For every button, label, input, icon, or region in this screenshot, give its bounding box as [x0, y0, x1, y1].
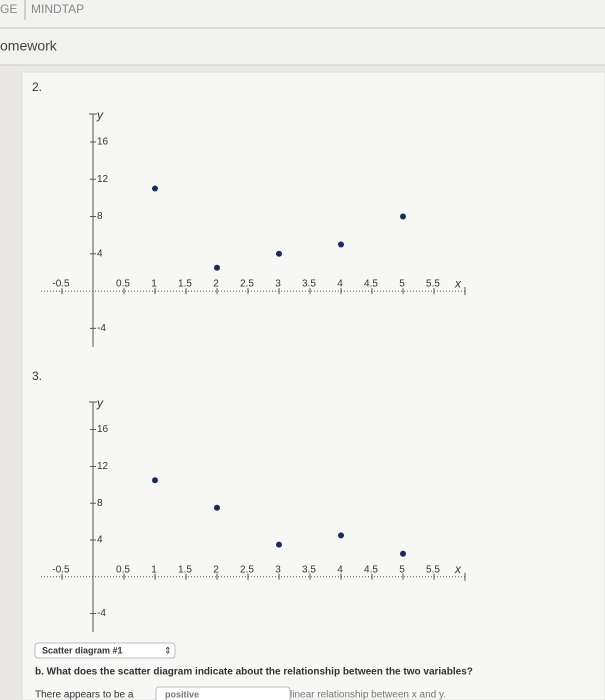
- question-number: 2.: [32, 80, 42, 94]
- point: [214, 264, 220, 271]
- question-number: 3.: [32, 369, 42, 383]
- question-text: b. What does the scatter diagram indicat…: [35, 667, 473, 678]
- content-panel: [21, 71, 605, 700]
- point: [152, 477, 158, 484]
- x-tick-label: -0.5: [52, 564, 70, 575]
- point: [276, 250, 282, 257]
- point: [214, 504, 220, 511]
- x-tick-label: 1: [151, 279, 157, 290]
- x-tick-label: 1: [151, 564, 157, 575]
- x-tick-label: 4.5: [364, 564, 378, 575]
- choice-dropdown[interactable]: [155, 686, 291, 700]
- y-tick-label: 16: [97, 424, 109, 435]
- sentence-start: There appears to be a: [35, 690, 134, 700]
- brand-left: GE: [0, 2, 17, 16]
- point: [400, 550, 406, 557]
- x-tick-label: 3: [275, 279, 281, 290]
- section-bar: [0, 29, 605, 65]
- dropdown-label: Scatter diagram #1: [42, 645, 123, 655]
- x-tick-label: 5: [399, 564, 405, 575]
- top-bar: [0, 0, 605, 28]
- x-tick-label: 4: [337, 279, 343, 290]
- x-axis-label: x: [454, 562, 462, 576]
- choice-label: positive: [165, 689, 199, 699]
- y-axis-label: y: [96, 108, 104, 122]
- point: [152, 185, 158, 192]
- y-axis-label: y: [96, 396, 104, 410]
- y-tick-label: 16: [97, 137, 109, 148]
- x-tick-label: 1.5: [178, 564, 192, 575]
- y-tick-label: -4: [97, 608, 106, 619]
- x-tick-label: 2: [213, 564, 219, 575]
- point: [276, 541, 282, 548]
- y-tick-label: 12: [97, 461, 109, 472]
- x-tick-label: 2.5: [240, 564, 254, 575]
- x-axis-label: x: [454, 276, 462, 290]
- x-tick-label: 4: [337, 564, 343, 575]
- y-tick-label: 12: [97, 174, 109, 185]
- section-title: omework: [0, 38, 58, 54]
- dropdown-arrow: ⇕: [164, 645, 172, 655]
- point: [338, 241, 344, 248]
- x-tick-label: 1.5: [178, 279, 192, 290]
- point: [338, 532, 344, 539]
- x-tick-label: -0.5: [52, 279, 70, 290]
- x-tick-label: 3: [275, 564, 281, 575]
- x-tick-label: 2: [213, 279, 219, 290]
- x-tick-label: 3.5: [302, 279, 316, 290]
- x-tick-label: 0.5: [116, 564, 130, 575]
- point: [400, 213, 406, 220]
- y-tick-label: 8: [97, 498, 103, 509]
- x-tick-label: 0.5: [116, 279, 130, 290]
- dropdown[interactable]: [34, 642, 176, 659]
- x-tick-label: 4.5: [364, 279, 378, 290]
- y-tick-label: 8: [97, 211, 103, 222]
- x-tick-label: 5.5: [426, 279, 440, 290]
- brand[interactable]: MINDTAP: [31, 2, 84, 16]
- x-tick-label: 3.5: [302, 564, 316, 575]
- x-tick-label: 5.5: [426, 564, 440, 575]
- sentence-end: linear relationship between x and y.: [290, 690, 446, 700]
- y-tick-label: 4: [97, 248, 103, 259]
- y-tick-label: 4: [97, 535, 103, 546]
- y-tick-label: -4: [97, 323, 106, 334]
- x-tick-label: 5: [399, 279, 405, 290]
- x-tick-label: 2.5: [240, 279, 254, 290]
